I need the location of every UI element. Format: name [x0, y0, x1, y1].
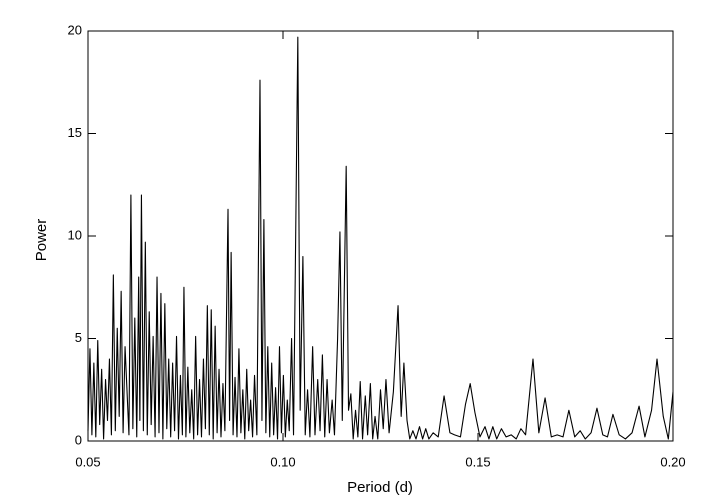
x-tick-label: 0.20 [660, 454, 685, 469]
x-axis-title: Period (d) [347, 479, 413, 496]
x-tick-label: 0.10 [270, 454, 295, 469]
y-tick-label: 0 [75, 432, 82, 447]
y-axis-title: Power [33, 219, 50, 262]
y-tick-label: 5 [75, 330, 82, 345]
y-tick-label: 15 [68, 125, 82, 140]
y-tick-label: 10 [68, 227, 82, 242]
power-line [87, 36, 674, 440]
x-tick-label: 0.15 [465, 454, 490, 469]
y-tick-label: 20 [68, 22, 82, 37]
x-tick-label: 0.05 [75, 454, 100, 469]
